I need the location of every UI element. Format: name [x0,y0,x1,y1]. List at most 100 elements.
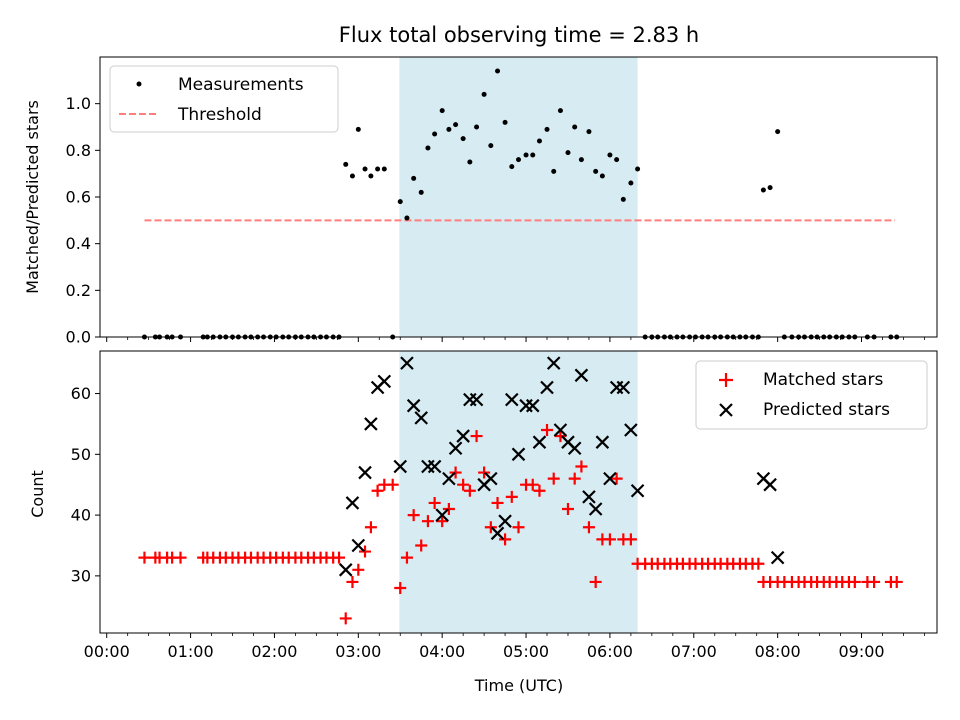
predicted-point [505,392,519,407]
top-legend-frame [109,65,339,133]
measurement-point [467,159,473,165]
measurement-point [775,129,781,135]
x-tick-label: 00:00 [84,642,130,661]
bottom-y-tick-label: 50 [71,445,91,464]
predicted-point [448,441,463,456]
matched-point [470,430,483,443]
matched-point [333,551,346,564]
measurement-point [349,173,355,179]
measurement-point [516,157,521,163]
matched-point [359,545,372,558]
matched-point [610,472,623,485]
measurement-point [453,122,459,128]
matched-point [421,515,434,528]
measurement-point [362,166,368,172]
measurement-point [530,152,536,158]
measurement-point [368,173,374,179]
x-tick-label: 07:00 [671,642,717,661]
measurement-point [565,150,571,156]
measurement-point [614,157,620,163]
x-tick-label: 03:00 [335,642,381,661]
matched-point [400,551,413,564]
predicted-point [595,435,610,449]
measurement-point [404,215,410,221]
matched-point [890,575,903,588]
x-axis-label: Time (UTC) [474,676,563,695]
matched-point [568,472,581,485]
bottom-y-tick-label: 30 [71,566,91,585]
measurement-point [425,145,431,151]
bottom-legend-frame [695,360,928,430]
matched-point [457,478,470,491]
measurement-point [375,166,381,172]
predicted-point [442,471,456,486]
matched-point [491,496,504,509]
predicted-point [567,441,582,456]
measurement-point [397,199,403,205]
bottom-axes-frame [99,350,938,634]
predicted-point [603,471,617,486]
matched-point [603,533,616,546]
top-ylabel: Matched/Predicted stars [23,100,42,294]
measurement-point [635,166,641,172]
legend-predicted-marker [719,403,733,417]
bottom-y-tick-label: 40 [71,506,91,525]
top-panel: 0.0 0.2 0.4 0.6 0.8 1.0 [66,56,938,347]
measurement-point [509,164,515,170]
predicted-point [532,435,547,449]
predicted-point [630,484,645,498]
measurement-point [551,168,557,174]
matched-point [554,430,567,443]
measurement-point [760,187,766,193]
matched-point [364,521,377,534]
matched-point [512,521,525,534]
predicted-point [414,411,428,425]
matched-point [589,575,602,588]
predicted-point [616,380,631,395]
measurement-point [474,124,480,130]
predicted-point [484,471,498,486]
measurement-point [767,185,773,191]
predicted-point [406,398,421,413]
measurement-point [620,196,626,202]
matched-point [499,533,512,546]
predicted-point [525,398,540,413]
predicted-point [377,374,392,389]
measurement-point [411,175,417,181]
matched-point [752,557,765,570]
predicted-point [763,477,777,492]
predicted-point [456,429,470,443]
matched-point [449,466,462,479]
measurement-point [557,108,563,114]
predicted-point [345,496,360,510]
predicted-point [400,356,414,370]
x-tick-label: 04:00 [419,642,465,661]
matched-point [624,533,637,546]
legend-predicted-label: Predicted stars [763,400,890,420]
matched-point [547,472,560,485]
matched-point [436,515,449,528]
predicted-point [546,356,561,370]
chart-title: Flux total observing time = 2.83 h [339,23,699,47]
measurement-point [502,119,508,125]
predicted-point [338,563,353,577]
measurement-point [607,152,613,158]
predicted-point [358,465,372,480]
predicted-point [498,514,512,528]
top-y-tick-label: 0.0 [66,328,91,347]
matched-point [505,490,518,503]
measurement-point [432,131,438,137]
matched-point [582,521,595,534]
measurement-point [355,126,361,132]
measurement-point [439,108,445,114]
measurement-point [593,168,599,174]
bottom-ylabel: Count [28,470,47,518]
predicted-point [469,392,484,407]
measurement-point [481,91,487,97]
predicted-point [351,538,366,553]
top-y-tick-label: 0.6 [66,188,91,207]
predicted-point [582,490,596,504]
predicted-point [624,423,638,437]
matched-point [138,551,151,564]
